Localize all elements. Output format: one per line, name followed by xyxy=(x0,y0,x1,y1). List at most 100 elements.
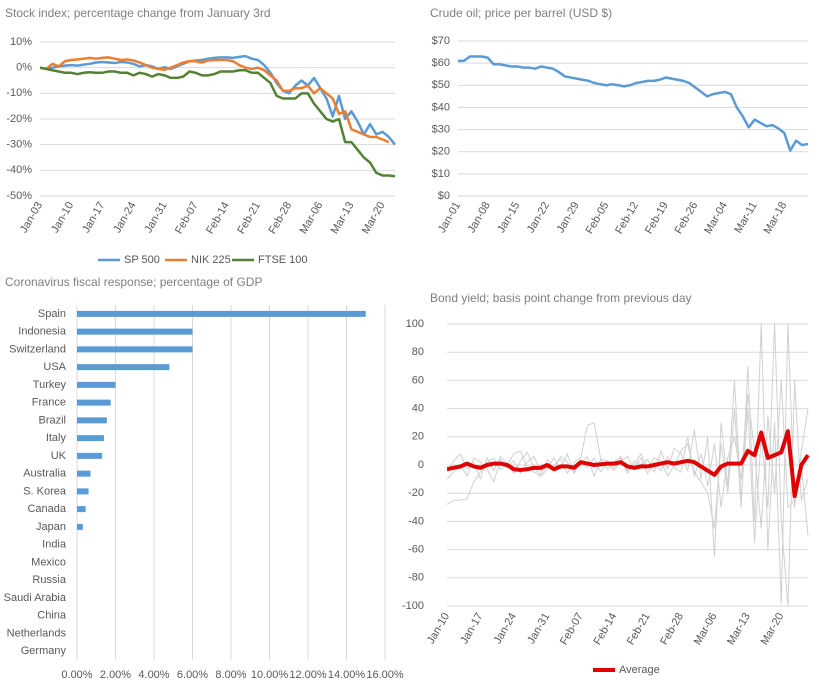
category-label: Italy xyxy=(46,432,67,444)
legend-label: NIK 225 xyxy=(191,254,231,266)
x-tick-label: Jan-17 xyxy=(80,200,107,235)
x-tick-label: Jan-31 xyxy=(142,200,169,235)
x-tick-label: 2.00% xyxy=(100,669,131,681)
y-tick-label: $70 xyxy=(432,35,450,47)
x-tick-label: 12.00% xyxy=(289,669,327,681)
x-tick-label: 4.00% xyxy=(138,669,169,681)
category-label: Mexico xyxy=(31,556,66,568)
series-line xyxy=(447,379,809,536)
y-tick-label: -20 xyxy=(408,487,424,499)
y-tick-label: 60 xyxy=(412,374,424,386)
category-label: Russia xyxy=(32,574,67,586)
bar xyxy=(77,381,116,388)
x-tick-label: 8.00% xyxy=(215,669,246,681)
x-tick-label: Feb-21 xyxy=(235,200,263,236)
series-line xyxy=(458,55,809,152)
bar xyxy=(77,346,193,353)
y-tick-label: 100 xyxy=(406,318,424,330)
x-tick-label: Jan-31 xyxy=(525,611,552,646)
category-label: Australia xyxy=(23,468,67,480)
category-label: Indonesia xyxy=(18,326,67,338)
y-tick-label: -40% xyxy=(6,164,32,176)
bar xyxy=(77,435,104,442)
legend-label: FTSE 100 xyxy=(258,254,308,266)
x-tick-label: Jan-17 xyxy=(458,611,485,646)
x-tick-label: 16.00% xyxy=(366,669,404,681)
x-tick-label: Feb-07 xyxy=(558,611,586,647)
y-tick-label: 40 xyxy=(412,403,424,415)
x-tick-label: Jan-08 xyxy=(466,200,493,235)
y-tick-label: $0 xyxy=(438,190,450,202)
category-label: USA xyxy=(43,361,66,373)
x-tick-label: Mar-20 xyxy=(360,200,388,236)
x-tick-label: Feb-07 xyxy=(173,200,201,236)
series-line xyxy=(447,429,810,499)
y-tick-label: $60 xyxy=(432,57,450,69)
x-tick-label: Feb-26 xyxy=(673,200,701,236)
chart-title: Stock index; percentage change from Janu… xyxy=(5,6,271,20)
x-tick-label: Feb-28 xyxy=(266,200,294,236)
x-tick-label: Feb-12 xyxy=(613,200,641,236)
bar xyxy=(77,488,89,495)
bar xyxy=(77,399,111,406)
y-tick-label: $10 xyxy=(432,168,450,180)
y-tick-label: -10% xyxy=(6,87,32,99)
category-label: UK xyxy=(51,450,67,462)
x-tick-label: Mar-20 xyxy=(759,611,787,647)
legend-label: SP 500 xyxy=(124,254,160,266)
y-tick-label: 0 xyxy=(418,459,424,471)
x-tick-label: Jan-24 xyxy=(492,611,519,646)
x-tick-label: Jan-01 xyxy=(436,200,463,235)
category-label: Germany xyxy=(21,645,67,657)
category-label: Japan xyxy=(36,521,66,533)
bar xyxy=(77,506,86,513)
bar xyxy=(77,452,103,459)
y-tick-label: $30 xyxy=(432,123,450,135)
x-tick-label: Jan-03 xyxy=(18,200,45,235)
y-tick-label: $50 xyxy=(432,79,450,91)
bar xyxy=(77,328,193,335)
y-tick-label: $20 xyxy=(432,146,450,158)
y-tick-label: -60 xyxy=(408,544,424,556)
x-tick-label: Mar-13 xyxy=(329,200,357,236)
x-tick-label: Mar-11 xyxy=(732,200,759,235)
chart-title: Coronavirus fiscal response; percentage … xyxy=(5,275,262,289)
x-tick-label: Jan-24 xyxy=(111,200,138,235)
bar xyxy=(77,470,91,477)
category-label: China xyxy=(37,610,67,622)
x-tick-label: Feb-05 xyxy=(584,200,612,236)
x-tick-label: Jan-10 xyxy=(49,200,76,235)
category-label: Saudi Arabia xyxy=(4,592,67,604)
y-tick-label: -100 xyxy=(402,600,424,612)
x-tick-label: Mar-04 xyxy=(702,200,730,236)
y-tick-label: 20 xyxy=(412,431,424,443)
category-label: France xyxy=(32,397,66,409)
y-tick-label: -30% xyxy=(6,139,32,151)
category-label: Spain xyxy=(38,308,66,320)
x-tick-label: Mar-06 xyxy=(692,611,720,647)
y-tick-label: 80 xyxy=(412,346,424,358)
category-label: S. Korea xyxy=(23,485,67,497)
x-tick-label: Jan-15 xyxy=(495,200,522,235)
x-tick-label: Jan-29 xyxy=(555,200,582,235)
x-tick-label: Mar-18 xyxy=(762,200,790,236)
x-tick-label: Feb-19 xyxy=(643,200,671,236)
y-tick-label: -40 xyxy=(408,515,424,527)
bar xyxy=(77,364,170,371)
category-label: Canada xyxy=(27,503,66,515)
bar xyxy=(77,417,107,424)
x-tick-label: Jan-22 xyxy=(525,200,552,235)
y-tick-label: -80 xyxy=(408,572,424,584)
bar xyxy=(77,310,366,317)
category-label: India xyxy=(42,539,67,551)
category-label: Brazil xyxy=(38,414,66,426)
x-tick-label: 0.00% xyxy=(61,669,92,681)
y-tick-label: $40 xyxy=(432,101,450,113)
bar xyxy=(77,523,83,530)
x-tick-label: Mar-13 xyxy=(725,611,753,647)
x-tick-label: Feb-14 xyxy=(204,200,232,236)
x-tick-label: Feb-28 xyxy=(658,611,686,647)
legend-label: Average xyxy=(619,664,660,676)
chart-title: Crude oil; price per barrel (USD $) xyxy=(430,6,612,20)
y-tick-label: 10% xyxy=(10,36,32,48)
